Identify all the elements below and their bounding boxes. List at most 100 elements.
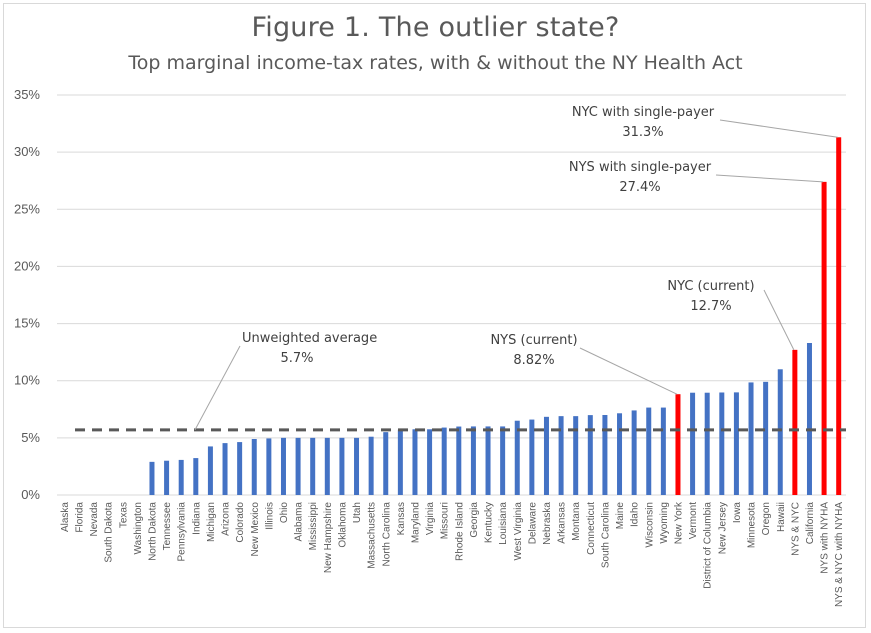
bar <box>617 413 623 495</box>
x-tick-label: Texas <box>118 502 129 528</box>
bar <box>836 137 842 496</box>
x-tick-label: Kansas <box>396 502 407 535</box>
bar <box>193 458 199 495</box>
x-tick-label: Wyoming <box>659 502 670 544</box>
x-tick-label: Pennsylvania <box>177 502 188 562</box>
bar <box>792 349 798 495</box>
x-tick-label: Mississippi <box>308 502 319 550</box>
x-tick-label: Alaska <box>60 502 71 532</box>
annotation-leader-line <box>579 347 678 395</box>
x-tick-label: Florida <box>74 502 85 533</box>
bar <box>573 416 579 495</box>
bar <box>821 181 827 495</box>
average-leader-line <box>194 345 241 431</box>
bar <box>646 407 652 495</box>
x-axis-labels: Alaska Florida Nevada South Dakota Texas Wash… <box>60 501 845 607</box>
average-line: Unweighted average 5.7% <box>75 331 846 432</box>
chart-title: Figure 1. The outlier state? <box>251 12 620 43</box>
bar <box>251 439 257 495</box>
bar <box>543 416 549 495</box>
average-label: Unweighted average <box>242 331 377 346</box>
bar <box>733 392 739 495</box>
x-tick-label: Hawaii <box>776 502 787 532</box>
x-tick-label: NYS & NYC <box>790 502 801 556</box>
bar <box>441 427 447 495</box>
bar <box>310 437 316 495</box>
x-tick-label: Arizona <box>221 502 232 536</box>
x-tick-label: NYS with NYHA <box>820 502 831 574</box>
x-tick-label: Illinois <box>264 502 275 530</box>
x-tick-label: Oklahoma <box>337 502 348 548</box>
annotation-value: 12.7% <box>690 299 731 314</box>
x-tick-label: Montana <box>571 502 582 541</box>
annotation-leader-line <box>715 174 824 183</box>
x-tick-label: Connecticut <box>586 502 597 555</box>
annotation-value: 31.3% <box>622 125 663 140</box>
bar <box>660 407 666 495</box>
x-tick-label: New Jersey <box>717 502 728 554</box>
bar <box>354 437 360 495</box>
bar <box>324 437 330 495</box>
x-tick-label: Massachusetts <box>367 502 378 569</box>
x-tick-label: Ohio <box>279 502 290 524</box>
bar <box>280 437 286 495</box>
bar <box>675 394 681 495</box>
gridlines <box>57 94 846 496</box>
bar <box>266 438 272 495</box>
bar <box>748 382 754 495</box>
x-tick-label: South Dakota <box>104 502 115 563</box>
x-tick-label: Wisconsin <box>644 502 655 548</box>
x-tick-label: Michigan <box>206 502 217 542</box>
x-tick-label: Louisiana <box>498 502 509 545</box>
annotation-value: 27.4% <box>619 180 660 195</box>
chart-frame <box>3 3 866 628</box>
bar <box>529 419 535 495</box>
x-tick-label: Iowa <box>732 502 743 524</box>
x-tick-label: Tennessee <box>162 502 173 551</box>
y-tick-label: 5% <box>21 430 40 445</box>
y-tick-label: 30% <box>14 144 40 159</box>
bar <box>207 446 213 495</box>
y-tick-label: 25% <box>14 201 40 216</box>
bar <box>222 443 228 495</box>
y-tick-label: 15% <box>14 316 40 331</box>
annotation-label: NYC with single-payer <box>572 105 715 120</box>
x-tick-label: North Carolina <box>381 502 392 567</box>
bar <box>339 437 345 495</box>
y-axis: 0% 5% 10% 15% 20% 25% 30% 35% <box>14 87 40 502</box>
x-tick-label: Alabama <box>294 502 305 542</box>
x-tick-label: Georgia <box>469 502 480 538</box>
x-tick-label: New Hampshire <box>323 502 334 574</box>
annotation-leader-line <box>763 289 795 351</box>
x-tick-label: South Carolina <box>600 502 611 569</box>
x-tick-label: North Dakota <box>147 502 158 561</box>
bar <box>397 429 403 495</box>
bar <box>558 416 564 495</box>
bar <box>164 460 170 495</box>
x-tick-label: Kentucky <box>484 502 495 543</box>
x-tick-label: Utah <box>352 502 363 523</box>
bar <box>704 392 710 495</box>
bar <box>368 436 374 495</box>
x-tick-label: Oregon <box>761 502 772 535</box>
annotation-value: 8.82% <box>513 353 554 368</box>
chart-subtitle: Top marginal income-tax rates, with & wi… <box>128 52 743 74</box>
x-tick-label: Maine <box>615 502 626 530</box>
average-value-label: 5.7% <box>280 351 313 366</box>
x-tick-label: Virginia <box>425 502 436 536</box>
x-tick-label: Vermont <box>688 502 699 539</box>
x-tick-label: Maryland <box>410 502 421 543</box>
bar <box>237 442 243 495</box>
bar <box>763 381 769 495</box>
bar <box>587 415 593 495</box>
bar <box>806 343 812 495</box>
annotation-leader-line <box>719 119 838 138</box>
bar <box>485 426 491 495</box>
bar <box>427 429 433 495</box>
x-tick-label: NYS & NYC with NYHA <box>834 502 845 607</box>
bar <box>412 429 418 495</box>
x-tick-label: West Virginia <box>513 502 524 561</box>
y-tick-label: 20% <box>14 258 40 273</box>
bar <box>295 437 301 495</box>
